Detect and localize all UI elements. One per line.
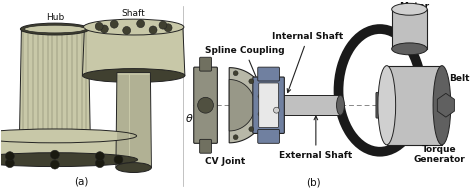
Circle shape [249, 79, 254, 84]
FancyBboxPatch shape [200, 139, 211, 153]
Circle shape [95, 22, 103, 30]
FancyBboxPatch shape [200, 57, 211, 71]
Text: External Shaft: External Shaft [279, 116, 353, 160]
Ellipse shape [0, 129, 137, 143]
Circle shape [159, 21, 167, 29]
Polygon shape [82, 27, 185, 75]
Text: $\zeta$: $\zeta$ [193, 112, 202, 126]
Circle shape [233, 135, 238, 140]
Ellipse shape [433, 66, 451, 145]
Circle shape [273, 107, 279, 113]
Bar [392, 9, 427, 49]
Ellipse shape [0, 153, 137, 167]
Circle shape [137, 20, 145, 28]
Bar [387, 66, 442, 145]
FancyBboxPatch shape [253, 77, 284, 133]
FancyBboxPatch shape [376, 92, 390, 118]
Polygon shape [229, 79, 255, 131]
Circle shape [95, 159, 104, 168]
Polygon shape [19, 31, 91, 140]
Circle shape [110, 20, 118, 28]
Ellipse shape [24, 25, 85, 33]
Circle shape [149, 26, 157, 34]
Circle shape [5, 159, 14, 168]
Ellipse shape [83, 19, 184, 35]
FancyBboxPatch shape [194, 67, 218, 143]
Circle shape [50, 150, 59, 159]
Circle shape [258, 112, 263, 117]
Text: $\theta$: $\theta$ [185, 112, 194, 124]
FancyBboxPatch shape [258, 129, 279, 143]
Circle shape [258, 94, 263, 99]
FancyBboxPatch shape [259, 83, 278, 127]
Circle shape [50, 160, 59, 169]
Circle shape [114, 155, 123, 164]
FancyBboxPatch shape [258, 67, 279, 81]
Ellipse shape [337, 95, 345, 115]
Text: Torque
Generator: Torque Generator [413, 145, 465, 164]
Ellipse shape [392, 43, 427, 55]
Ellipse shape [116, 163, 151, 172]
Ellipse shape [392, 3, 427, 15]
Text: Hub: Hub [46, 13, 64, 22]
Circle shape [123, 26, 131, 34]
Text: Shaft: Shaft [122, 9, 146, 18]
Circle shape [198, 97, 213, 113]
Circle shape [100, 25, 108, 33]
Circle shape [249, 127, 254, 132]
Text: Spline Coupling: Spline Coupling [205, 46, 285, 87]
Text: (a): (a) [74, 176, 89, 186]
Ellipse shape [82, 69, 185, 83]
Text: Internal Shaft: Internal Shaft [273, 32, 344, 93]
Polygon shape [116, 73, 151, 168]
Text: CV Joint: CV Joint [205, 157, 246, 166]
Bar [283, 95, 340, 115]
Ellipse shape [378, 66, 396, 145]
Ellipse shape [20, 23, 89, 35]
Polygon shape [229, 68, 266, 143]
Circle shape [233, 71, 238, 76]
Text: (b): (b) [307, 177, 321, 187]
Text: Motor: Motor [399, 2, 429, 11]
Polygon shape [438, 93, 455, 117]
Circle shape [5, 152, 14, 161]
Circle shape [164, 24, 172, 32]
Circle shape [95, 152, 104, 161]
Text: Belt: Belt [449, 74, 469, 83]
Polygon shape [0, 136, 137, 160]
